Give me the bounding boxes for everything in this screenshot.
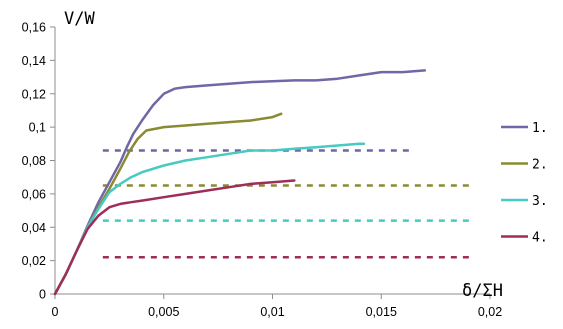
x-tick-label: 0,02: [478, 305, 502, 319]
legend-label-1: 1.: [532, 121, 548, 136]
series-line-1: [53, 69, 427, 296]
legend-label-4: 4.: [532, 231, 548, 246]
series-lines: [53, 69, 427, 296]
y-tick-label: 0,06: [22, 187, 46, 201]
x-tick-label: 0,005: [148, 305, 179, 319]
y-axis-label: V/W: [64, 9, 95, 29]
y-tick-label: 0,1: [29, 121, 46, 135]
x-tick-label: 0: [52, 305, 59, 319]
legend: 1. 2. 3. 4.: [501, 121, 548, 246]
y-tick-label: 0,02: [22, 254, 46, 268]
tick-labels: 0 0,02 0,04 0,06 0,08 0,1 0,12 0,14 0,16 0 0,005 0,…: [22, 21, 503, 320]
series-line-2: [53, 112, 283, 296]
y-tick-label: 0,04: [22, 221, 46, 235]
threshold-lines: [102, 149, 475, 259]
legend-label-2: 2.: [532, 158, 548, 173]
y-tick-label: 0,08: [22, 154, 46, 168]
y-tick-label: 0,16: [22, 21, 46, 35]
x-tick-label: 0,015: [366, 305, 397, 319]
y-tick-label: 0: [39, 288, 46, 302]
y-tick-label: 0,14: [22, 54, 46, 68]
x-axis-label: δ/ΣH: [462, 281, 503, 301]
series-line-4: [53, 179, 296, 296]
series-line-3: [53, 142, 366, 296]
x-tick-label: 0,01: [260, 305, 284, 319]
legend-label-3: 3.: [532, 194, 548, 209]
y-tick-label: 0,12: [22, 87, 46, 101]
